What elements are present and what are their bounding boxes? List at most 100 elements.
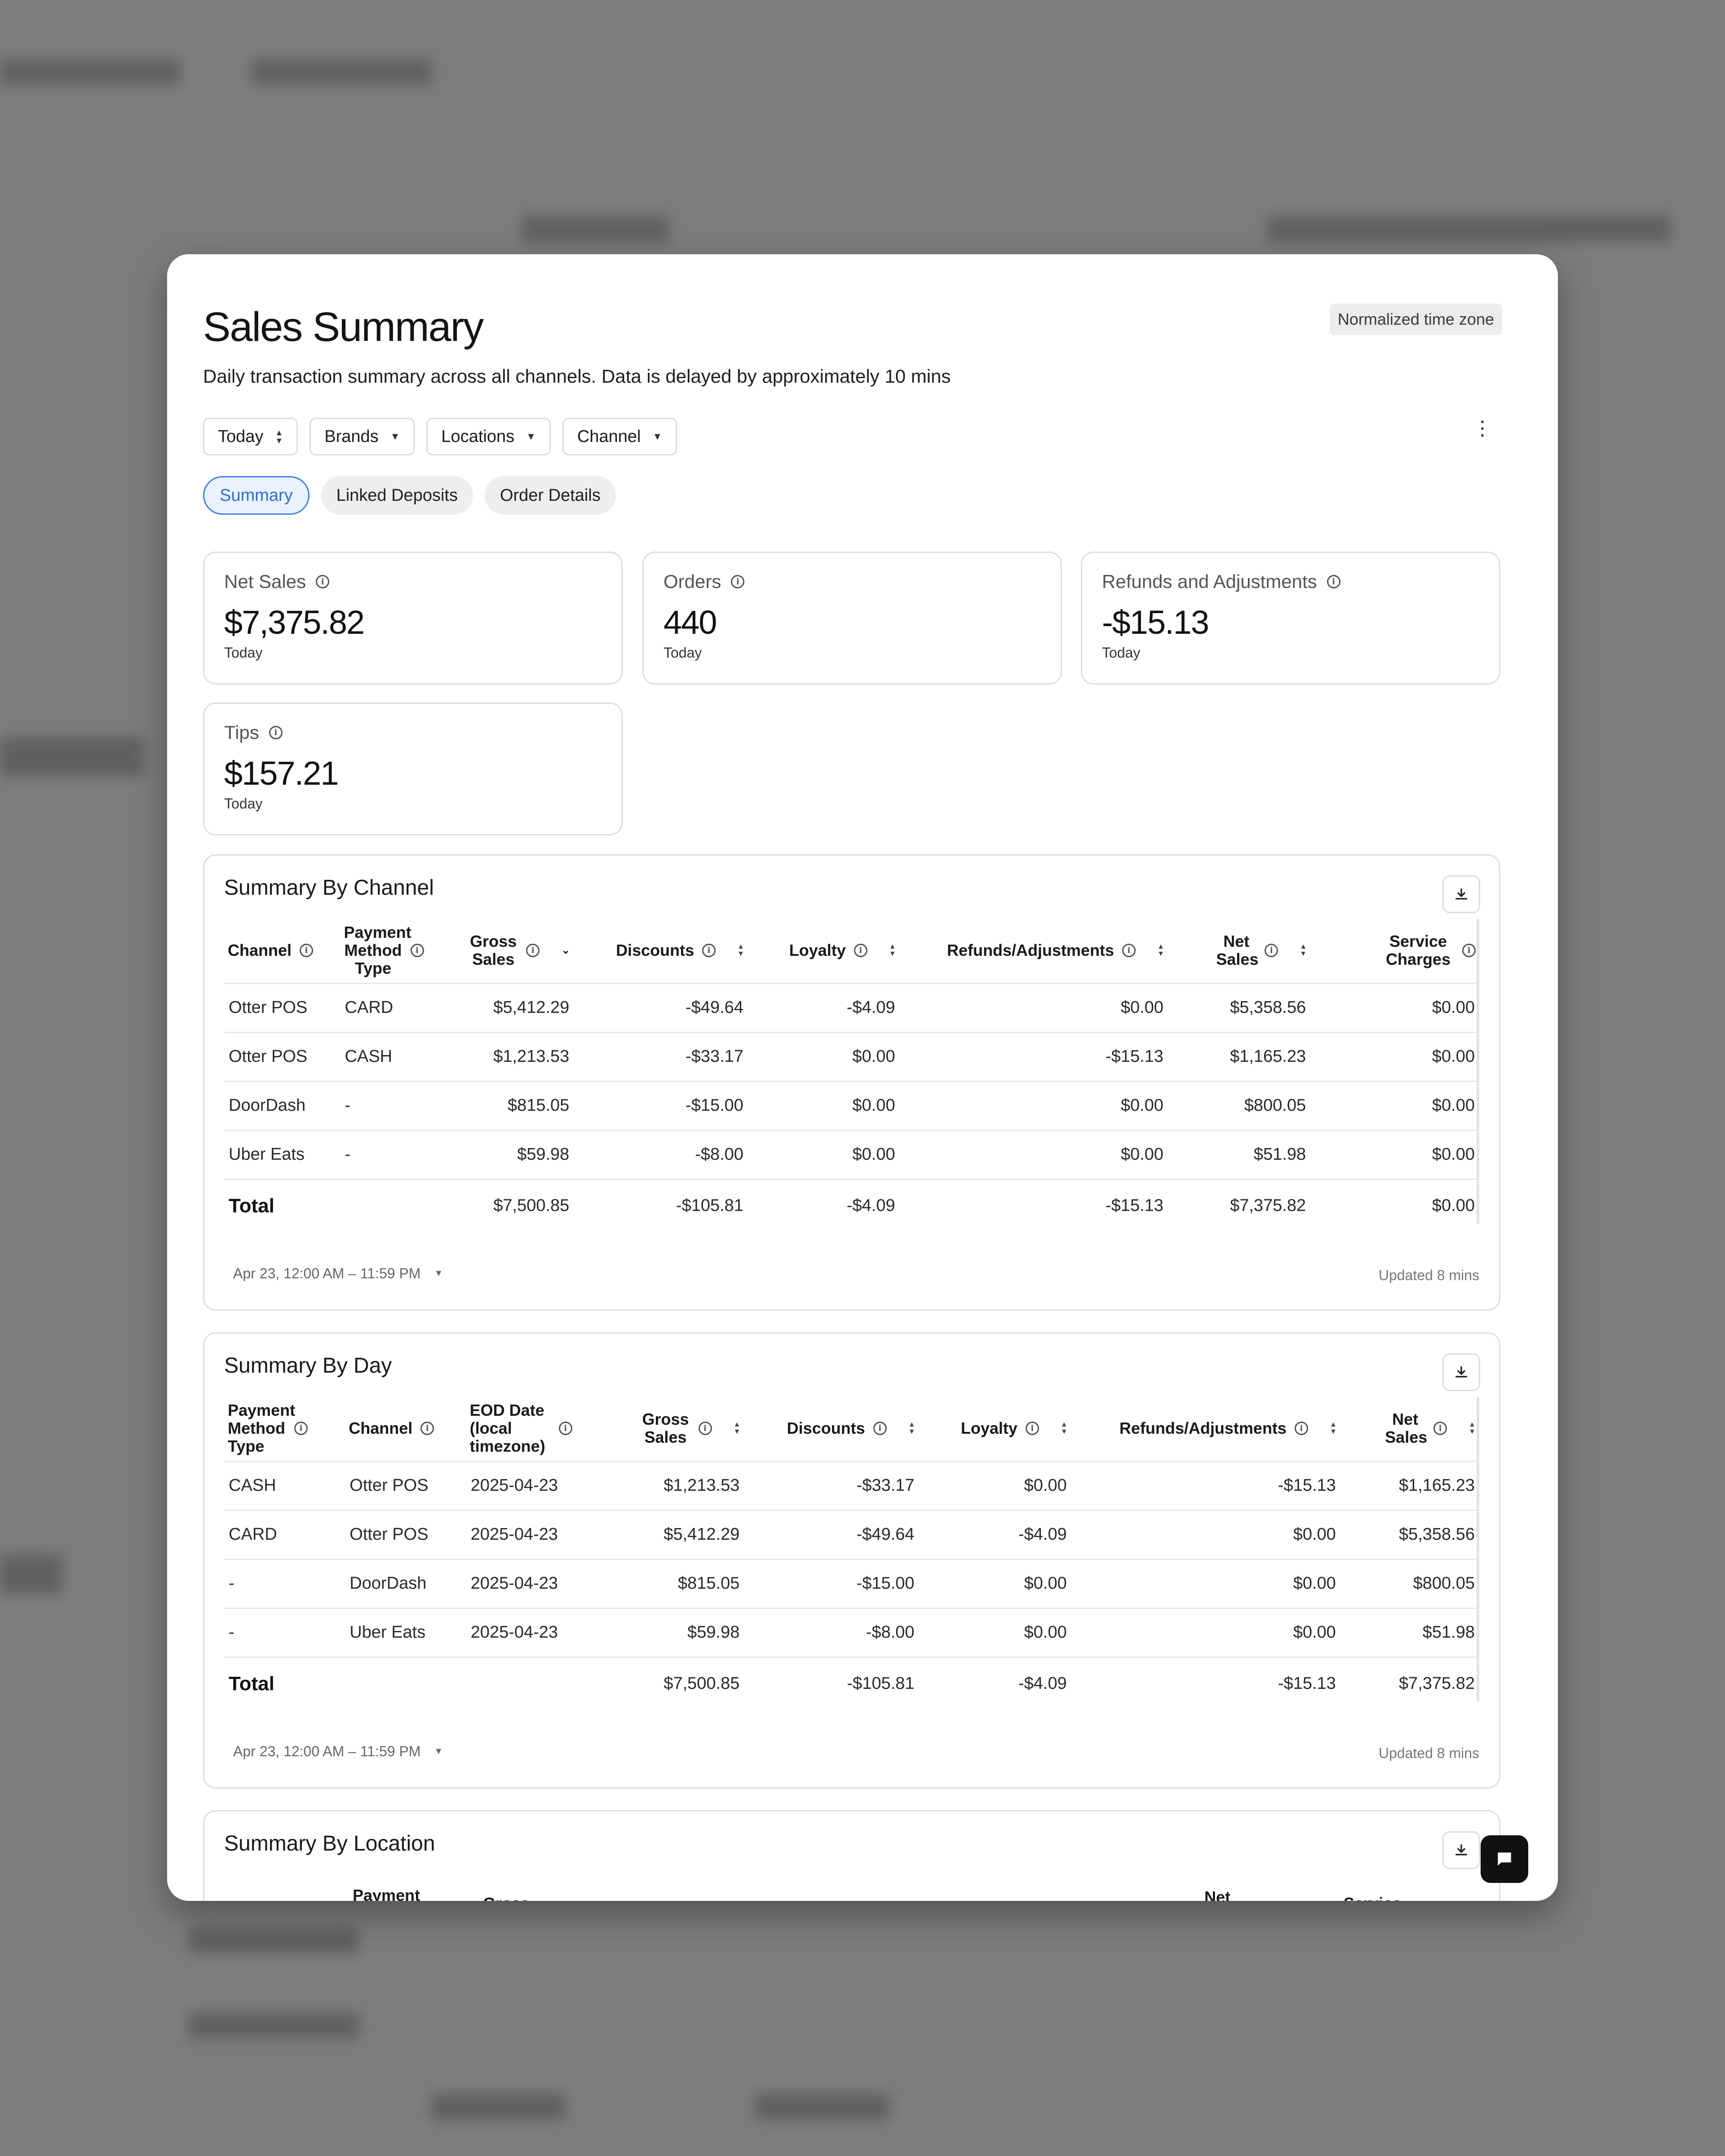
caret-down-icon: ▼: [652, 431, 663, 442]
info-icon: i: [702, 944, 716, 958]
col-header[interactable]: Service Charges i: [1310, 919, 1479, 983]
col-header[interactable]: EOD Date (local timezone) i: [466, 1396, 601, 1461]
chat-button[interactable]: [1481, 1835, 1528, 1883]
section-title: Summary By Location: [224, 1832, 435, 1856]
info-icon[interactable]: i: [731, 575, 745, 588]
locations-filter[interactable]: Locations ▼: [426, 418, 551, 455]
channel-table-wrap: Channel i Payment Method Type i Gross Sale…: [224, 919, 1479, 1232]
chat-icon: [1498, 1852, 1511, 1866]
info-icon: i: [294, 1422, 308, 1436]
info-icon: i: [410, 944, 424, 958]
more-options-icon[interactable]: ⋮: [1473, 417, 1492, 439]
sort-icon: ▲ ▼: [1300, 943, 1307, 958]
col-header[interactable]: Payment Method Type i: [341, 919, 465, 983]
col-header[interactable]: Loyalty i ▲ ▼: [789, 941, 896, 960]
channel-filter-label: Channel: [577, 427, 641, 446]
sort-icon: ▲ ▼: [737, 943, 744, 958]
download-button[interactable]: [1442, 1353, 1480, 1391]
table-row: DoorDash - $815.05 -$15.00 $0.00 $0.00 $800.05…: [224, 1080, 1479, 1130]
summary-by-day: Summary By Day Payment Method Type i Chan…: [203, 1332, 1500, 1789]
table-row: Otter POS CASH $1,213.53 -$33.17 $0.00 -$15.1…: [224, 1031, 1479, 1081]
metric-label: Refunds and Adjustments: [1102, 571, 1317, 592]
metric-value: -$15.13: [1102, 604, 1209, 641]
day-table-wrap: Payment Method Type i Channel i EOD Date (…: [224, 1396, 1479, 1710]
download-button[interactable]: [1442, 1831, 1480, 1869]
col-header[interactable]: Discounts i ▲ ▼: [616, 941, 744, 960]
col-header[interactable]: Discounts i ▲ ▼: [787, 1419, 916, 1438]
info-icon: i: [1122, 944, 1136, 958]
updown-icon: ▲ ▼: [275, 428, 283, 445]
total-row: Total $7,500.85 -$105.81 -$4.09 -$15.13 $7,37…: [224, 1178, 1479, 1232]
metric-period: Today: [1102, 645, 1141, 661]
info-icon[interactable]: i: [316, 575, 330, 588]
download-icon: [1455, 1366, 1468, 1378]
tab-order-details[interactable]: Order Details: [484, 476, 616, 515]
caret-down-icon: ▼: [390, 431, 400, 442]
total-row: Total $7,500.85 -$105.81 -$4.09 -$15.13 $7,37…: [224, 1656, 1479, 1710]
channel-filter[interactable]: Channel ▼: [562, 418, 677, 455]
info-icon: i: [1294, 1422, 1308, 1436]
info-icon: i: [854, 944, 867, 958]
col-header[interactable]: Gross: [483, 1894, 530, 1901]
info-icon: i: [420, 1422, 434, 1436]
scrollbar[interactable]: [1477, 1396, 1479, 1702]
date-range-selector[interactable]: Apr 23, 12:00 AM – 11:59 PM ▼: [233, 1743, 443, 1759]
col-header[interactable]: Net Sales i ▲ ▼: [1216, 932, 1307, 969]
info-icon[interactable]: i: [269, 726, 283, 739]
col-header[interactable]: Net: [1204, 1888, 1231, 1901]
tab-summary[interactable]: Summary: [203, 476, 310, 515]
sort-icon: ▲ ▼: [733, 1421, 741, 1436]
col-header[interactable]: Payment: [353, 1886, 420, 1901]
metric-value: $7,375.82: [224, 604, 365, 641]
col-header[interactable]: Channel i: [345, 1396, 466, 1461]
info-icon: i: [526, 944, 540, 958]
date-filter-label: Today: [218, 427, 264, 446]
col-header[interactable]: Gross Sales i ▲ ▼: [642, 1410, 741, 1447]
caret-down-icon: ▼: [434, 1746, 443, 1756]
sort-icon: ▲ ▼: [908, 1421, 916, 1436]
locations-filter-label: Locations: [441, 427, 515, 446]
download-icon: [1455, 888, 1468, 900]
table-row: CARD Otter POS 2025-04-23 $5,412.29 -$49.64-…: [224, 1509, 1479, 1559]
timezone-badge: Normalized time zone: [1329, 304, 1502, 335]
page-title: Sales Summary: [203, 304, 484, 350]
date-range-selector[interactable]: Apr 23, 12:00 AM – 11:59 PM ▼: [233, 1265, 443, 1281]
col-header[interactable]: Net Sales i ▲ ▼: [1385, 1410, 1476, 1447]
col-header[interactable]: Refunds/Adjustments i ▲ ▼: [947, 941, 1164, 960]
info-icon: i: [300, 944, 314, 958]
updated-status: Updated 8 mins: [1378, 1745, 1479, 1761]
scrollbar[interactable]: [1477, 919, 1479, 1224]
col-header[interactable]: Gross Sales i ⌄: [470, 932, 571, 969]
date-filter[interactable]: Today ▲ ▼: [203, 418, 298, 455]
metric-period: Today: [663, 645, 702, 661]
tab-linked-deposits[interactable]: Linked Deposits: [321, 476, 473, 515]
sort-icon: ▲ ▼: [889, 943, 896, 958]
download-button[interactable]: [1442, 875, 1480, 913]
col-header[interactable]: Channel i: [224, 919, 341, 983]
metric-value: 440: [663, 604, 717, 641]
filter-bar: Today ▲ ▼ Brands ▼ Locations ▼ Channel ▼: [203, 418, 677, 455]
summary-by-location: Summary By Location Payment Gross Net Se…: [203, 1810, 1500, 1901]
page-subtitle: Daily transaction summary across all cha…: [203, 366, 951, 387]
channel-table: Channel i Payment Method Type i Gross Sale…: [224, 919, 1479, 1232]
brands-filter[interactable]: Brands ▼: [310, 418, 415, 455]
table-row: - DoorDash 2025-04-23 $815.05 -$15.00 $0.00 $0…: [224, 1558, 1479, 1608]
info-icon: i: [1462, 944, 1476, 958]
col-header[interactable]: Service: [1344, 1894, 1401, 1901]
col-header[interactable]: Payment Method Type i: [224, 1396, 345, 1461]
info-icon[interactable]: i: [1327, 575, 1340, 588]
sort-icon: ▲ ▼: [1157, 943, 1164, 958]
chevron-down-icon: ⌄: [561, 944, 571, 957]
col-header[interactable]: Refunds/Adjustments i ▲ ▼: [1119, 1419, 1337, 1438]
brands-filter-label: Brands: [324, 427, 379, 446]
col-header[interactable]: Loyalty i ▲ ▼: [960, 1419, 1068, 1438]
day-table: Payment Method Type i Channel i EOD Date (…: [224, 1396, 1479, 1710]
summary-by-channel: Summary By Channel Channel i Payment Meth…: [203, 854, 1500, 1311]
table-row: CASH Otter POS 2025-04-23 $1,213.53 -$33.17 $…: [224, 1460, 1479, 1510]
sort-icon: ▲ ▼: [1329, 1421, 1337, 1436]
download-icon: [1455, 1844, 1468, 1856]
section-title: Summary By Channel: [224, 876, 434, 900]
metric-value: $157.21: [224, 755, 339, 792]
section-title: Summary By Day: [224, 1354, 392, 1378]
info-icon: i: [698, 1422, 712, 1436]
